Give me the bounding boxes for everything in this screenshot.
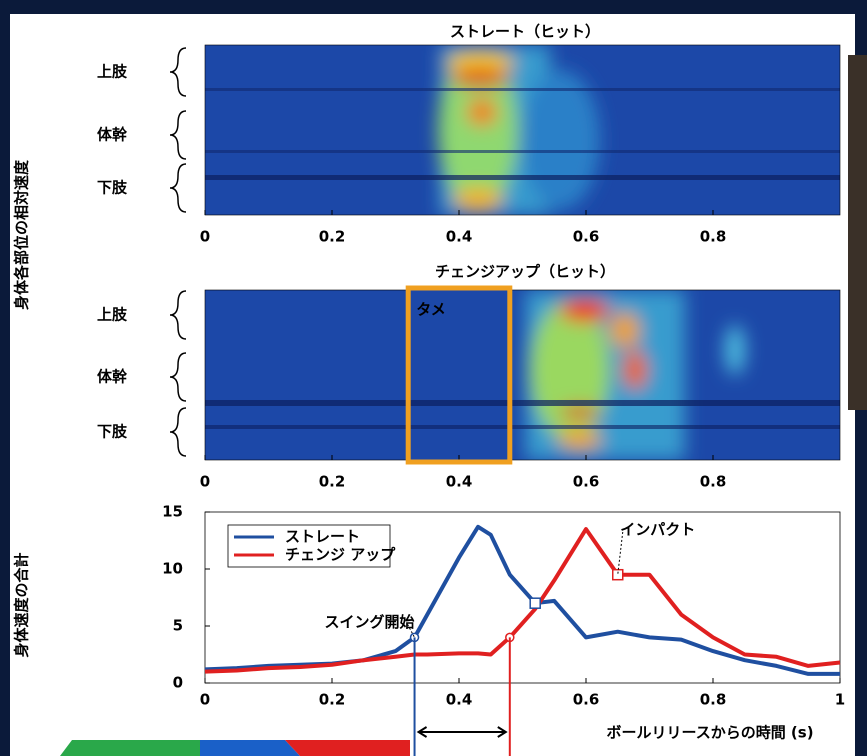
tab-blue [200,740,300,756]
annotation-label: インパクト [620,521,695,539]
heatmap-title: チェンジアップ（ヒット） [435,263,615,281]
x-tick-label: 0.8 [700,473,727,491]
y-axis-label: 身体速度の合計 [13,552,31,657]
x-tick-label: 1 [835,691,845,709]
x-axis-label: ボールリリースからの時間 (s) [606,724,813,742]
row-label: 体幹 [97,126,128,144]
page: ストレート（ヒット）身体各部位の相対速度00.20.40.60.8上肢体幹下肢チ… [0,0,867,756]
heatmap-2 [205,290,840,460]
legend-label: ストレート [285,528,360,546]
x-tick-label: 0.4 [446,691,473,709]
y-tick-label: 0 [173,674,183,692]
legend-label: チェンジ アップ [285,546,396,564]
tab-green [60,740,200,756]
annotation-label: スイング開始 [325,613,415,631]
x-tick-label: 0 [200,473,210,491]
x-tick-label: 0.4 [446,473,473,491]
tab-red [285,740,410,756]
row-label: 上肢 [97,306,128,324]
x-tick-label: 0 [200,228,210,246]
heatmap-title: ストレート（ヒット） [450,23,600,41]
annotation-label: タメ [416,301,446,319]
row-label: 下肢 [97,423,128,441]
row-label: 上肢 [97,63,128,81]
x-tick-label: 0.2 [319,473,346,491]
x-tick-label: 0.6 [573,228,600,246]
marker [530,598,540,608]
figure: ストレート（ヒット）身体各部位の相対速度00.20.40.60.8上肢体幹下肢チ… [0,0,867,756]
x-tick-label: 0.8 [700,691,727,709]
y-tick-label: 10 [162,560,183,578]
y-tick-label: 15 [162,503,183,521]
heatmap-1 [205,45,840,215]
x-tick-label: 0.2 [319,691,346,709]
x-tick-label: 0.6 [573,691,600,709]
row-label: 体幹 [97,368,128,386]
row-label: 下肢 [97,179,128,197]
side-photo [848,55,867,410]
x-tick-label: 0 [200,691,210,709]
x-tick-label: 0.4 [446,228,473,246]
x-tick-label: 0.2 [319,228,346,246]
y-tick-label: 5 [173,617,183,635]
x-tick-label: 0.8 [700,228,727,246]
x-tick-label: 0.6 [573,473,600,491]
y-axis-label: 身体各部位の相対速度 [13,159,31,310]
